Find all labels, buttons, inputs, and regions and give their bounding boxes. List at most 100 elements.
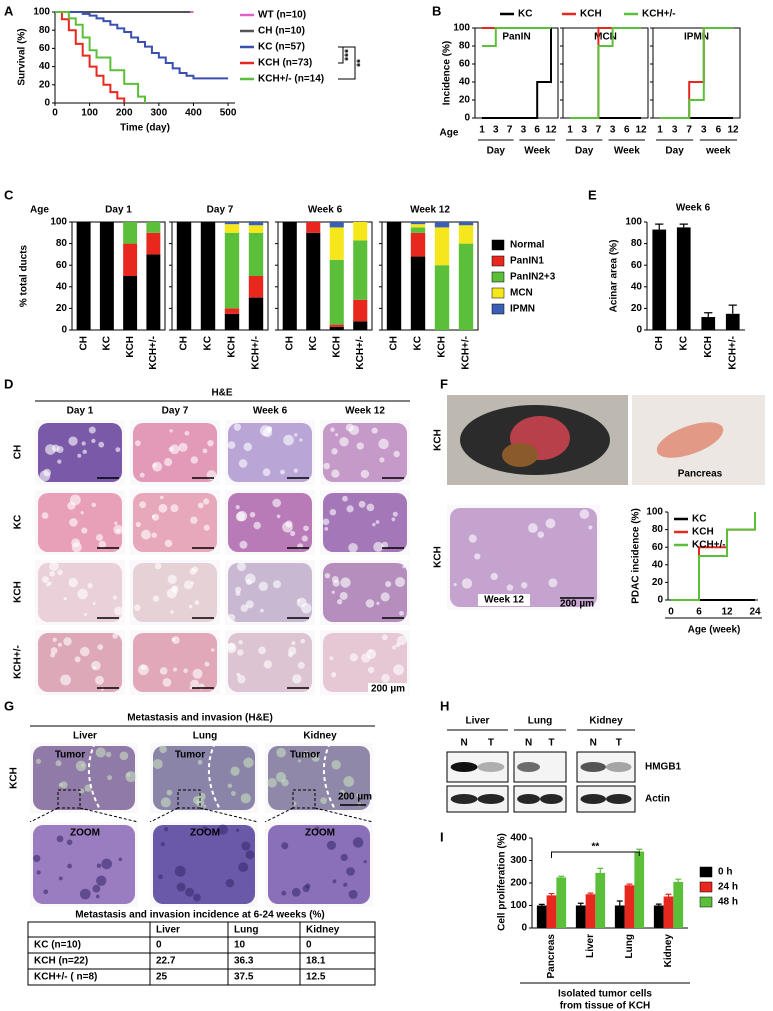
tissue-texture bbox=[315, 826, 320, 831]
bar-segment bbox=[200, 222, 216, 330]
tissue-texture bbox=[203, 804, 207, 808]
tissue-texture bbox=[258, 581, 268, 591]
tissue-texture bbox=[169, 429, 173, 433]
tissue-texture bbox=[231, 791, 236, 796]
x-tick-label: 3 bbox=[521, 125, 527, 136]
tissue-texture bbox=[210, 648, 215, 652]
y-tick-label: 0 bbox=[464, 113, 470, 124]
tissue-texture bbox=[346, 505, 354, 513]
bar-segment bbox=[224, 313, 240, 330]
bar bbox=[624, 885, 635, 928]
tissue-texture bbox=[67, 863, 72, 869]
bar-segment bbox=[458, 222, 474, 226]
x-tick-label: 6 bbox=[696, 607, 702, 618]
bar-segment bbox=[76, 222, 91, 330]
tissue-texture bbox=[240, 604, 249, 612]
y-tick-label: 300 bbox=[510, 855, 527, 866]
plot-frame bbox=[171, 221, 269, 331]
tissue-texture bbox=[237, 675, 246, 684]
table-header: Lung bbox=[234, 925, 258, 936]
tissue-texture bbox=[112, 595, 118, 600]
bar-segment bbox=[434, 265, 450, 330]
panel-letter: F bbox=[440, 376, 448, 391]
legend-label: KCH bbox=[580, 9, 602, 20]
y-axis-label: PDAC incidence (%) bbox=[631, 508, 642, 604]
y-tick-label: 40 bbox=[459, 77, 471, 88]
bar-segment bbox=[146, 222, 161, 233]
y-tick-label: 100 bbox=[33, 7, 50, 18]
tissue-texture bbox=[202, 448, 208, 454]
y-tick-label: 20 bbox=[56, 303, 68, 314]
y-tick-label: 20 bbox=[459, 95, 471, 106]
tissue-texture bbox=[75, 760, 87, 772]
tissue-texture bbox=[41, 576, 49, 584]
image-label: Tumor bbox=[175, 750, 205, 761]
tissue-texture bbox=[297, 759, 301, 763]
tissue-texture bbox=[63, 596, 67, 601]
tissue-texture bbox=[468, 534, 477, 543]
label-bg bbox=[368, 683, 408, 694]
tissue-texture bbox=[521, 582, 528, 589]
tissue-texture bbox=[381, 673, 390, 683]
bar bbox=[536, 905, 547, 928]
bar-segment bbox=[329, 259, 344, 325]
tissue-texture bbox=[118, 857, 123, 862]
x-tick-label: CH bbox=[179, 336, 190, 350]
tissue-texture bbox=[276, 747, 286, 758]
tissue-texture bbox=[35, 758, 42, 764]
tissue-texture bbox=[352, 837, 364, 848]
x-tick-label: 3 bbox=[581, 125, 587, 136]
x-tick-label: KCH bbox=[703, 336, 714, 358]
tissue-texture bbox=[326, 840, 337, 850]
bar bbox=[575, 905, 586, 928]
table-cell: 22.7 bbox=[156, 956, 176, 967]
bar bbox=[673, 881, 684, 928]
tissue-texture bbox=[114, 521, 118, 525]
tissue-texture bbox=[249, 511, 256, 518]
legend-label: KC bbox=[692, 514, 706, 525]
y-tick-label: 0 bbox=[657, 595, 663, 606]
legend-swatch bbox=[699, 866, 713, 878]
tissue-texture bbox=[152, 461, 163, 472]
bar-segment bbox=[282, 222, 297, 330]
y-tick-label: 20 bbox=[39, 79, 51, 90]
tissue-texture bbox=[183, 580, 193, 590]
tissue-texture bbox=[97, 644, 104, 650]
tissue-texture bbox=[238, 862, 249, 873]
tissue-texture bbox=[227, 441, 236, 449]
tissue-texture bbox=[397, 635, 407, 646]
bar-segment bbox=[248, 225, 264, 233]
bar-segment bbox=[329, 227, 344, 260]
y-tick-label: 400 bbox=[510, 833, 527, 844]
tissue-texture bbox=[192, 668, 203, 679]
tissue-texture bbox=[272, 498, 281, 508]
error-bar bbox=[558, 875, 565, 878]
y-tick-label: 80 bbox=[652, 524, 664, 535]
tissue-texture bbox=[340, 853, 348, 862]
x-tick-label: KC bbox=[413, 336, 424, 350]
row-label: KCH bbox=[9, 767, 20, 789]
x-tick-label: 500 bbox=[220, 108, 237, 119]
tissue-texture bbox=[245, 850, 255, 860]
tissue-texture bbox=[83, 612, 88, 617]
tissue bbox=[323, 563, 407, 622]
tissue-texture bbox=[176, 882, 186, 892]
legend-label: PanIN2+3 bbox=[510, 272, 556, 283]
row-label: KC bbox=[13, 515, 24, 529]
tissue-texture bbox=[43, 889, 49, 895]
series-line bbox=[55, 11, 229, 80]
plot-frame bbox=[277, 221, 373, 331]
x-tick-label: 12 bbox=[635, 125, 647, 136]
tissue-texture bbox=[238, 640, 243, 645]
tissue-texture bbox=[139, 501, 147, 509]
x-tick-label: 3 bbox=[610, 125, 616, 136]
tissue-texture bbox=[339, 592, 348, 600]
tissue-texture bbox=[301, 535, 308, 542]
bar-segment bbox=[248, 276, 264, 298]
tissue-texture bbox=[239, 540, 248, 549]
tissue bbox=[228, 563, 312, 622]
tissue-texture bbox=[336, 599, 343, 605]
tissue-texture bbox=[60, 674, 71, 686]
tissue-texture bbox=[291, 887, 301, 897]
tissue-texture bbox=[217, 824, 228, 835]
